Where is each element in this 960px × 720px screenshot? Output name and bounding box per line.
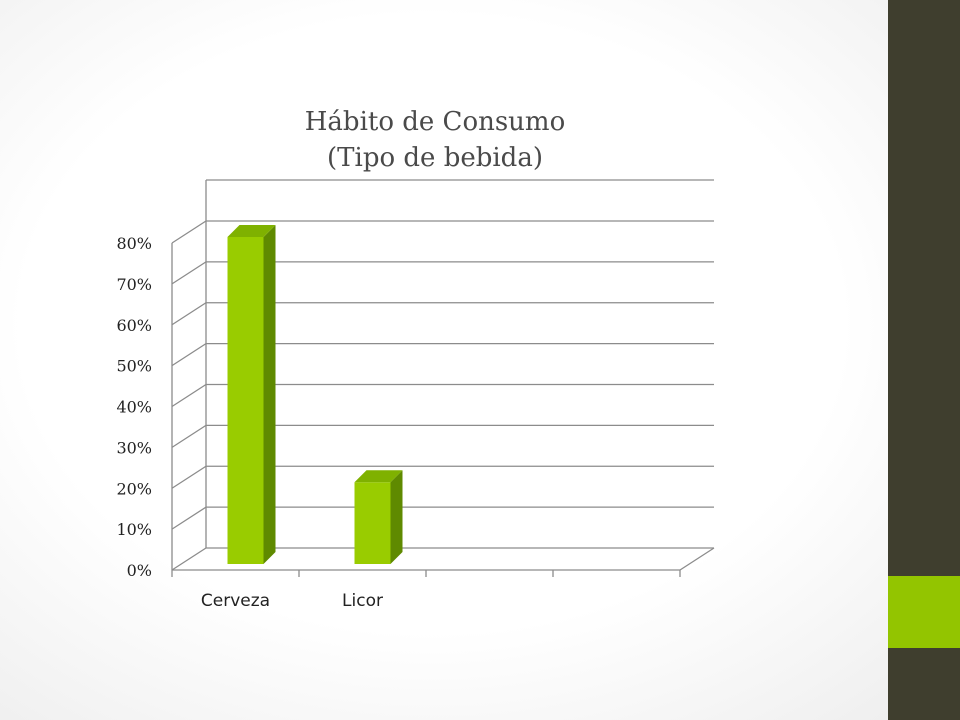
bar-chart: 0% 10% 20% 30% 40% 50% 60% 70% 80% Cerveza Licor [116, 179, 715, 611]
y-tick-label: 50% [116, 357, 152, 376]
bar-top [354, 470, 403, 483]
axes [171, 180, 715, 577]
y-tick-label: 30% [116, 438, 152, 457]
y-tick-label: 0% [127, 561, 152, 580]
y-tick-label: 70% [116, 275, 152, 294]
bar-side [263, 225, 276, 564]
x-category-label: Licor [342, 591, 383, 611]
chart-title-line-1: Hábito de Consumo [304, 107, 566, 137]
bar-cerveza [227, 225, 276, 564]
y-tick-label: 40% [116, 398, 152, 417]
x-category-label: Cerveza [201, 591, 270, 611]
bar-front [354, 482, 391, 564]
chart-title-line-2: (Tipo de bebida) [327, 143, 543, 173]
bars [227, 225, 403, 564]
chart-title: Hábito de Consumo (Tipo de bebida) [200, 104, 670, 176]
y-tick-label: 60% [116, 316, 152, 335]
y-tick-label: 10% [116, 520, 152, 539]
bar-front [227, 237, 264, 564]
bar-top [227, 225, 276, 237]
y-tick-label: 20% [116, 479, 152, 498]
side-accent-square [888, 576, 960, 648]
y-tick-label: 80% [116, 234, 152, 253]
bar-side [390, 470, 403, 564]
axis-labels: 0% 10% 20% 30% 40% 50% 60% 70% 80% Cerveza Licor [116, 234, 383, 611]
bar-licor [354, 470, 403, 564]
